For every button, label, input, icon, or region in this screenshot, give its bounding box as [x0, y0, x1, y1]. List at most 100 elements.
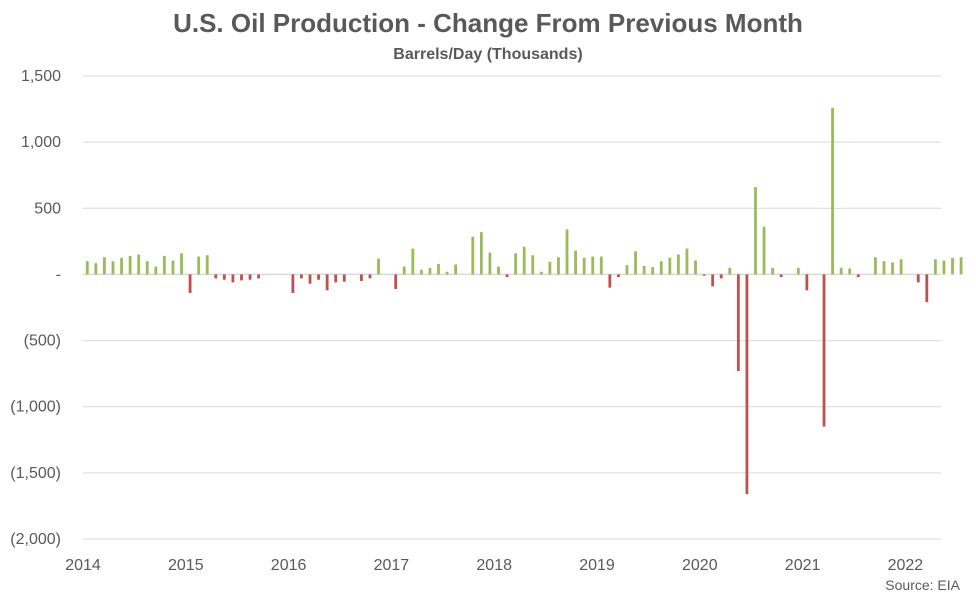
x-tick-label: 2021 [785, 557, 821, 574]
bar [702, 274, 706, 276]
bar [342, 274, 346, 282]
source-note: Source: EIA [885, 577, 960, 593]
bar [574, 250, 577, 275]
bar [874, 257, 877, 275]
bar [676, 254, 680, 275]
x-tick-label: 2016 [271, 557, 307, 574]
chart-title: U.S. Oil Production - Change From Previo… [173, 8, 803, 38]
bar [120, 257, 123, 275]
chart-subtitle: Barrels/Day (Thousands) [393, 46, 583, 63]
x-tick-label: 2018 [476, 557, 512, 574]
bar [454, 264, 458, 275]
x-tick-label: 2020 [682, 557, 718, 574]
bar [745, 274, 749, 495]
bar [437, 263, 440, 275]
bar [959, 257, 963, 275]
y-tick-label: 1,000 [21, 134, 61, 151]
bar [685, 248, 689, 275]
bar [497, 266, 500, 275]
bar [222, 274, 226, 280]
bar [505, 274, 509, 278]
bar [831, 107, 834, 275]
bar [240, 274, 243, 281]
bar [736, 274, 740, 371]
bar [111, 261, 115, 275]
bar [557, 257, 560, 275]
bar [531, 255, 535, 275]
bar [479, 232, 483, 275]
bar [651, 267, 655, 275]
bar [839, 267, 843, 275]
bar [899, 259, 903, 275]
bar [565, 229, 569, 275]
bar [85, 261, 89, 275]
bar [360, 274, 363, 282]
bar [848, 268, 852, 275]
bar [94, 263, 98, 275]
bar [548, 261, 552, 275]
y-tick-label: - [56, 266, 61, 283]
bar [334, 274, 338, 283]
bar [445, 271, 449, 275]
bar [882, 261, 886, 275]
bar [419, 269, 423, 275]
bar [180, 253, 183, 275]
y-tick-label: (2,000) [10, 531, 61, 548]
bar [128, 255, 132, 275]
bar [925, 274, 929, 303]
bar [694, 260, 697, 275]
bar [668, 257, 672, 275]
bar [137, 254, 141, 275]
x-tick-label: 2017 [374, 557, 410, 574]
bar [856, 274, 860, 278]
y-tick-label: (1,500) [10, 465, 61, 482]
bar [197, 256, 201, 275]
x-tick-label: 2014 [65, 557, 101, 574]
bar [608, 274, 612, 288]
bar [591, 256, 595, 275]
bar [634, 251, 637, 275]
bar [728, 267, 732, 275]
bar [796, 267, 800, 275]
y-tick-label: 1,500 [21, 68, 61, 85]
bar [377, 258, 380, 275]
bar [488, 252, 492, 275]
bar [942, 260, 946, 275]
bar [394, 274, 398, 289]
bar [368, 274, 372, 279]
bar [771, 267, 775, 275]
bar [257, 274, 261, 279]
x-tick-label: 2015 [168, 557, 204, 574]
bar [317, 274, 320, 280]
bar [582, 257, 586, 275]
y-tick-label: (1,000) [10, 399, 61, 416]
y-tick-label: (500) [24, 333, 61, 350]
bar [719, 274, 723, 279]
bar [231, 274, 235, 283]
bar [779, 274, 783, 278]
bar [428, 267, 432, 275]
bar [659, 261, 663, 275]
bar [805, 274, 809, 291]
bar [822, 274, 826, 427]
bar [325, 274, 329, 291]
bar [471, 236, 475, 275]
bar [625, 265, 629, 275]
bar [891, 262, 894, 275]
bar [291, 274, 295, 293]
bar [145, 261, 149, 275]
bar [248, 274, 252, 280]
bar [154, 266, 158, 275]
bar [171, 260, 175, 275]
bar [916, 274, 920, 283]
bar [205, 255, 209, 275]
bar [617, 274, 620, 278]
bar [642, 265, 646, 275]
bar [522, 246, 526, 275]
bar [188, 274, 192, 293]
bar [599, 256, 603, 275]
bar [539, 271, 543, 275]
bar [951, 257, 954, 275]
